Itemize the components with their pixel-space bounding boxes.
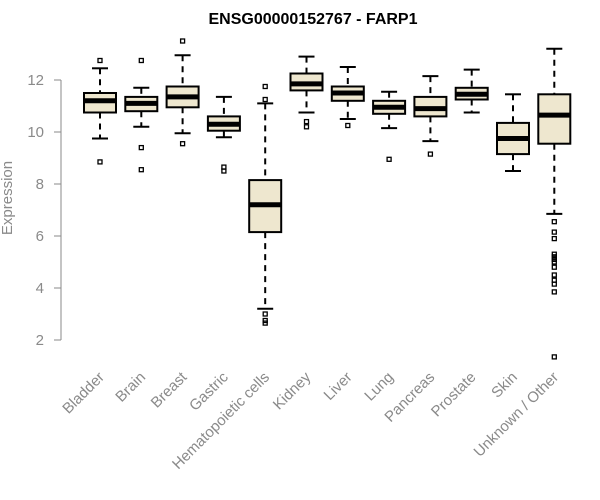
outlier-point [345, 122, 351, 129]
y-tick-label: 4 [36, 280, 44, 297]
x-tick-label: Bladder [59, 369, 108, 418]
outlier-point [551, 281, 557, 287]
outlier-point [221, 168, 227, 174]
y-tick-label: 8 [36, 176, 44, 193]
outlier-point [138, 167, 144, 173]
box-iqr [537, 93, 572, 145]
box-liver [330, 66, 365, 129]
chart-title: ENSG00000152767 - FARP1 [208, 11, 417, 28]
outlier-point [179, 38, 186, 44]
outlier-point [551, 229, 557, 235]
x-tick-label: Skin [488, 369, 521, 402]
box-breast [165, 38, 200, 147]
box-gastric [206, 95, 241, 174]
outlier-point [179, 141, 186, 147]
outlier-point [386, 156, 392, 162]
box-pancreas [413, 75, 448, 157]
outlier-point [97, 159, 103, 165]
outlier-point [551, 354, 557, 360]
outlier-point [97, 57, 103, 64]
outlier-point [551, 235, 557, 242]
outlier-point [262, 311, 268, 317]
box-bladder [83, 57, 117, 165]
box-hematopoietic-cells [248, 83, 283, 326]
x-tick-label: Breast [148, 368, 191, 411]
y-axis-title: Expression [0, 161, 16, 235]
y-tick-label: 12 [27, 72, 44, 89]
outlier-point [138, 57, 144, 64]
box-kidney [289, 55, 324, 130]
x-tick-label: Lung [361, 369, 397, 405]
outlier-point [551, 272, 557, 278]
x-tick-label: Liver [321, 369, 356, 404]
box-prostate [454, 68, 489, 114]
box-brain [124, 57, 159, 173]
outlier-point [303, 124, 310, 130]
outlier-point [262, 96, 268, 103]
box-skin [496, 93, 530, 172]
y-tick-label: 10 [27, 124, 44, 141]
outlier-point [303, 118, 310, 125]
outlier-point [551, 259, 557, 265]
x-tick-label: Kidney [270, 368, 315, 413]
x-tick-label: Prostate [428, 369, 480, 421]
y-tick-label: 2 [36, 332, 44, 349]
box-lung [372, 90, 407, 162]
outlier-point [138, 144, 144, 151]
y-axis-ticks: 2 4 6 8 10 12 [27, 72, 61, 349]
box-series [83, 38, 572, 360]
outlier-point [262, 83, 268, 90]
box-unknown-other [537, 47, 572, 360]
y-tick-label: 6 [36, 228, 44, 245]
x-tick-label: Brain [112, 369, 149, 406]
outlier-point [427, 151, 434, 157]
outlier-point [262, 320, 268, 326]
outlier-point [551, 264, 557, 270]
outlier-point [551, 219, 557, 225]
outlier-point [551, 289, 557, 295]
